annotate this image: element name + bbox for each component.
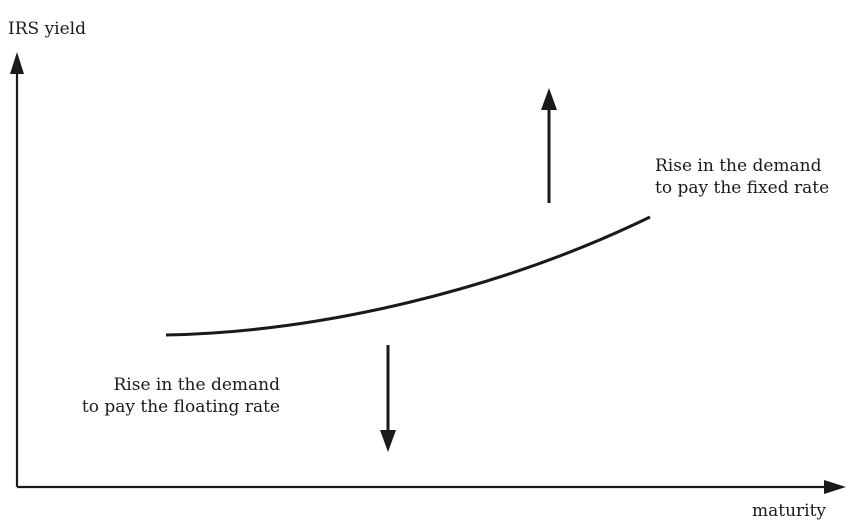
floating-rate-annotation-line1: Rise in the demand [113, 375, 281, 395]
y-axis-label: IRS yield [8, 19, 86, 39]
floating-rate-annotation-line2: to pay the floating rate [81, 397, 280, 417]
irs-yield-curve [165, 215, 651, 337]
fixed-rate-annotation-line1: Rise in the demand [655, 156, 822, 176]
fixed-rate-annotation: Rise in the demand to pay the fixed rate [655, 155, 829, 199]
x-axis-label: maturity [752, 501, 827, 521]
downward-shift-arrow-icon [380, 430, 396, 452]
upward-shift-arrow-icon [541, 88, 557, 110]
floating-rate-annotation: Rise in the demand to pay the floating r… [40, 374, 280, 418]
x-axis-arrowhead [824, 480, 846, 494]
fixed-rate-annotation-line2: to pay the fixed rate [655, 178, 830, 198]
y-axis-arrowhead [10, 52, 24, 74]
